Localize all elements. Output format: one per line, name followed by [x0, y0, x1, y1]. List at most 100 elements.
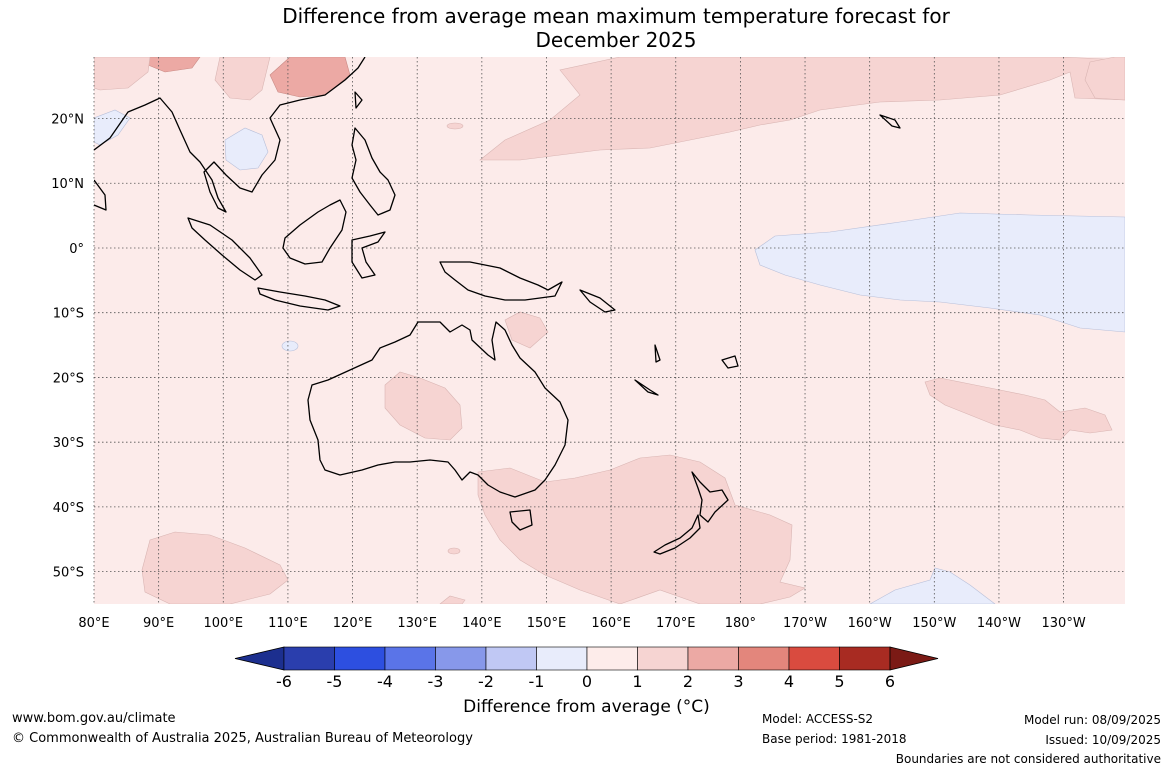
anomaly-region-southern-indian-ocean: [141, 531, 289, 604]
longitude-label: 140°W: [977, 616, 1021, 631]
coastline-india: [94, 179, 107, 211]
latitude-label: 40°S: [53, 501, 84, 516]
coastline-new-guinea: [439, 261, 563, 301]
latitude-labels: 20°N 10°N 0° 10°S 20°S 30°S 40°S 50°S: [51, 112, 84, 580]
colorbar-tick-label: -6: [276, 672, 292, 691]
colorbar-ticks: -6 -5 -4 -3 -2 -1 0 1 2 3 4 5 6: [276, 672, 895, 691]
coastline-solomon: [579, 289, 616, 313]
colorbar-segment: [485, 646, 537, 671]
longitude-label: 150°W: [912, 616, 956, 631]
latitude-label: 50°S: [53, 566, 84, 581]
longitude-label: 110°E: [268, 616, 308, 631]
gridlines: [93, 57, 1125, 604]
website-link[interactable]: www.bom.gov.au/climate: [12, 711, 176, 726]
anomaly-region-small-warm: [446, 122, 464, 130]
colorbar-segment: [283, 646, 335, 671]
longitude-label: 160°W: [848, 616, 892, 631]
coastline-philippines: [351, 127, 396, 216]
coastline-java: [257, 287, 341, 311]
colorbar-segment: [536, 646, 588, 671]
latitude-label: 20°S: [53, 371, 84, 386]
longitude-label: 170°E: [656, 616, 696, 631]
anomaly-region-south-small: [439, 595, 466, 604]
longitude-label: 80°E: [78, 616, 109, 631]
latitude-label: 10°N: [51, 177, 84, 192]
anomaly-regions: [94, 57, 1125, 604]
colorbar-segment: [637, 646, 689, 671]
anomaly-region-north-pacific: [479, 57, 1125, 161]
latitude-label: 10°S: [53, 307, 84, 322]
colorbar-segment: [839, 646, 891, 671]
longitude-label: 90°E: [143, 616, 174, 631]
anomaly-region-south-pacific-east: [924, 377, 1113, 441]
coastline-vanuatu: [654, 344, 661, 363]
anomaly-region-east-asia: [94, 57, 151, 91]
latitude-label: 20°N: [51, 112, 84, 127]
coastline-new-zealand-south: [653, 514, 701, 555]
longitude-label: 130°W: [1042, 616, 1086, 631]
anomaly-region-small-cool: [281, 340, 299, 352]
anomaly-region-indochina: [224, 127, 269, 171]
colorbar-segment: [586, 646, 638, 671]
latitude-label: 30°S: [53, 436, 84, 451]
coastline-fiji: [721, 355, 739, 369]
anomaly-region-small-warm-2: [447, 547, 461, 555]
longitude-label: 120°E: [333, 616, 373, 631]
colorbar-tick-label: -1: [529, 672, 545, 691]
anomaly-region-equatorial-pacific: [754, 212, 1125, 333]
model-run-date: Model run: 08/09/2025: [1023, 713, 1161, 727]
colorbar-label: Difference from average (°C): [463, 697, 710, 717]
coastline-new-zealand-north: [691, 471, 729, 523]
colorbar-segment: [788, 646, 840, 671]
longitude-label: 180°: [725, 616, 756, 631]
model-name: Model: ACCESS-S2: [762, 712, 874, 726]
coastline-new-caledonia: [634, 379, 659, 396]
coastline-australia: [307, 321, 569, 498]
title-line-2: December 2025: [535, 28, 697, 52]
colorbar-tick-label: -4: [377, 672, 393, 691]
anomaly-region-coral-sea: [504, 311, 549, 349]
colorbar-tick-label: 6: [885, 672, 895, 691]
colorbar-tick-label: 0: [582, 672, 592, 691]
longitude-label: 140°E: [462, 616, 502, 631]
copyright-text: © Commonwealth of Australia 2025, Austra…: [12, 731, 473, 746]
anomaly-region-north-pacific-east: [1084, 57, 1125, 101]
coastline-hawaii: [879, 114, 901, 129]
colorbar-tick-label: -2: [478, 672, 494, 691]
coastlines: [94, 57, 901, 555]
longitude-label: 170°W: [783, 616, 827, 631]
colorbar-tick-label: 2: [683, 672, 693, 691]
longitude-labels: 80°E 90°E 100°E 110°E 120°E 130°E 140°E 150°E 16…: [78, 616, 1085, 631]
issued-date: Issued: 10/09/2025: [1045, 733, 1161, 747]
colorbar-tick-label: 5: [834, 672, 844, 691]
longitude-label: 100°E: [204, 616, 244, 631]
longitude-label: 160°E: [591, 616, 631, 631]
colorbar-tick-label: 3: [733, 672, 743, 691]
colorbar-segment: [384, 646, 436, 671]
anomaly-region-southern-ocean: [869, 567, 996, 604]
colorbar-segment: [687, 646, 739, 671]
colorbar-arrow-low: [234, 646, 285, 671]
colorbar-segment: [334, 646, 386, 671]
coastline-sumatra: [187, 217, 263, 281]
coastline-taiwan: [354, 91, 363, 109]
colorbar-tick-label: -5: [327, 672, 343, 691]
longitude-label: 150°E: [527, 616, 567, 631]
colorbar-arrow-high: [889, 646, 939, 671]
coastline-borneo: [282, 199, 347, 265]
disclaimer: Boundaries are not considered authoritat…: [895, 752, 1161, 766]
colorbar: [234, 646, 939, 671]
colorbar-tick-label: -3: [428, 672, 444, 691]
anomaly-region-west-australia: [384, 371, 463, 441]
chart-title: Difference from average mean maximum tem…: [0, 4, 1173, 52]
colorbar-tick-label: 1: [632, 672, 642, 691]
latitude-label: 0°: [69, 242, 84, 257]
colorbar-segment: [738, 646, 790, 671]
coastline-sulawesi: [351, 231, 386, 279]
coastline-mainland-asia: [94, 57, 366, 213]
colorbar-segment: [435, 646, 487, 671]
longitude-label: 130°E: [397, 616, 437, 631]
coastline-tasmania: [509, 509, 533, 531]
colorbar-tick-label: 4: [784, 672, 794, 691]
